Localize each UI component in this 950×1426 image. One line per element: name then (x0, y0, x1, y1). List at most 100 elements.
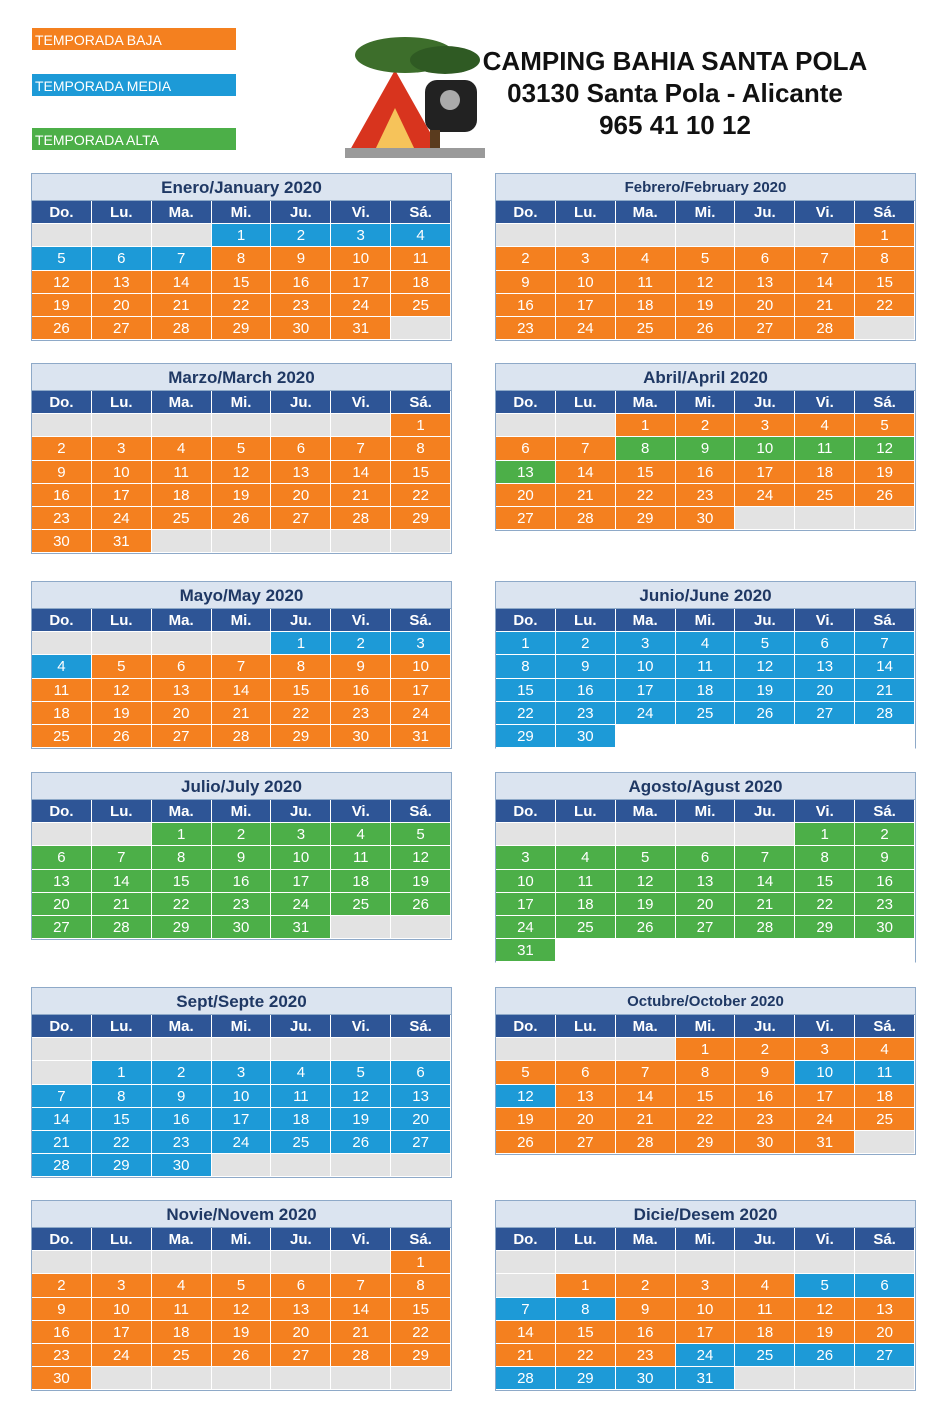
month: Julio/July 2020 Do. Lu. Ma. Mi. Ju. Vi. Sá. 1 2 3 4… (31, 772, 452, 941)
week-row: 23 24 25 26 27 28 29 (32, 506, 452, 531)
day-cell: 14 (735, 869, 796, 893)
day-cell: 17 (271, 869, 332, 893)
day-cell: 8 (391, 437, 452, 461)
day-cell: 13 (32, 869, 92, 893)
day-cell: 27 (91, 316, 152, 341)
day-cell: 12 (855, 437, 916, 461)
weekday: Ma. (615, 201, 676, 225)
day-cell (211, 1367, 272, 1391)
day-cell: 13 (675, 869, 736, 893)
day-cell: 31 (331, 316, 392, 341)
weekday: Vi. (331, 609, 392, 633)
day-cell: 24 (91, 506, 152, 531)
weekday: Lu. (91, 201, 152, 225)
day-cell: 20 (795, 678, 856, 702)
day-cell (735, 1367, 796, 1391)
day-cell: 14 (795, 270, 856, 294)
week-row: 7 8 9 10 11 12 13 (32, 1084, 452, 1108)
month: Abril/April 2020 Do. Lu. Ma. Mi. Ju. Vi. Sá. 1 2 3… (495, 363, 916, 532)
weekday: Ju. (271, 609, 332, 633)
day-cell: 22 (855, 293, 916, 317)
day-cell: 12 (91, 678, 152, 702)
day-cell: 7 (331, 1274, 392, 1298)
month-title: Marzo/March 2020 (32, 364, 451, 391)
day-cell: 12 (211, 1297, 272, 1321)
day-cell: 13 (795, 655, 856, 679)
day-cell: 16 (331, 678, 392, 702)
weekday: Do. (32, 609, 92, 633)
weekday: Mi. (675, 609, 736, 633)
day-cell: 28 (151, 316, 212, 341)
month: Agosto/Agust 2020 Do. Lu. Ma. Mi. Ju. Vi. Sá. 1 2… (495, 772, 916, 964)
weekday: Lu. (91, 609, 152, 633)
day-cell: 30 (855, 915, 916, 940)
weekday: Ma. (151, 201, 212, 225)
weekday-row: Do. Lu. Ma. Mi. Ju. Vi. Sá. (32, 609, 452, 633)
day-cell: 24 (91, 1343, 152, 1368)
day-cell: 17 (331, 270, 392, 294)
week-row: 26 27 28 29 30 31 (496, 1130, 916, 1155)
week-row: 4 5 6 7 8 9 10 (32, 655, 452, 679)
weekday: Sá. (391, 1228, 452, 1252)
weekday: Ma. (151, 1015, 212, 1039)
day-cell: 6 (675, 846, 736, 870)
day-cell: 29 (151, 915, 212, 940)
day-cell: 5 (211, 437, 272, 461)
day-cell: 31 (271, 915, 332, 940)
day-cell (855, 939, 916, 963)
day-cell (615, 224, 676, 248)
day-cell: 9 (271, 247, 332, 271)
week-row: 21 22 23 24 25 26 27 (32, 1130, 452, 1155)
day-cell: 25 (855, 1107, 916, 1131)
month: Octubre/October 2020 Do. Lu. Ma. Mi. Ju. Vi. Sá… (495, 987, 916, 1156)
weekday: Vi. (795, 1015, 856, 1039)
day-cell: 9 (675, 437, 736, 461)
day-cell: 13 (855, 1297, 916, 1321)
week-row: 14 15 16 17 18 19 20 (32, 1107, 452, 1131)
day-cell: 14 (855, 655, 916, 679)
day-cell: 8 (675, 1061, 736, 1085)
week-row: 9 10 11 12 13 14 15 (496, 270, 916, 294)
day-cell: 14 (32, 1107, 92, 1131)
weekday: Lu. (91, 800, 152, 824)
day-cell: 20 (675, 892, 736, 916)
day-cell: 26 (615, 915, 676, 940)
day-cell: 22 (496, 701, 556, 725)
day-cell: 27 (555, 1130, 616, 1155)
week-row: 12 13 14 15 16 17 18 (496, 1084, 916, 1108)
weekday-row: Do. Lu. Ma. Mi. Ju. Vi. Sá. (496, 800, 916, 824)
day-cell (675, 224, 736, 248)
day-cell: 25 (331, 892, 392, 916)
weekday: Sá. (391, 201, 452, 225)
weekday: Do. (496, 800, 556, 824)
day-cell: 14 (91, 869, 152, 893)
day-cell: 3 (675, 1274, 736, 1298)
header-line: CAMPING BAHIA SANTA POLA (482, 46, 868, 76)
day-cell: 27 (855, 1343, 916, 1368)
day-cell: 7 (151, 247, 212, 271)
week-row: 24 25 26 27 28 29 30 (496, 915, 916, 940)
day-cell: 27 (735, 316, 796, 341)
day-cell (615, 823, 676, 847)
day-cell (735, 724, 796, 749)
weekday: Sá. (855, 391, 916, 415)
day-cell: 29 (271, 724, 332, 749)
day-cell: 28 (795, 316, 856, 341)
day-cell (855, 724, 916, 749)
day-cell: 14 (151, 270, 212, 294)
weekday: Ju. (735, 201, 796, 225)
weekday: Vi. (795, 391, 856, 415)
day-cell: 17 (675, 1320, 736, 1344)
day-cell (855, 1367, 916, 1391)
weekday: Vi. (331, 391, 392, 415)
day-cell: 7 (91, 846, 152, 870)
weekday: Sá. (855, 800, 916, 824)
day-cell: 1 (675, 1038, 736, 1062)
day-cell: 22 (391, 1320, 452, 1344)
day-cell: 11 (795, 437, 856, 461)
day-cell: 15 (675, 1084, 736, 1108)
legend-item: TEMPORADA ALTA (32, 128, 236, 150)
